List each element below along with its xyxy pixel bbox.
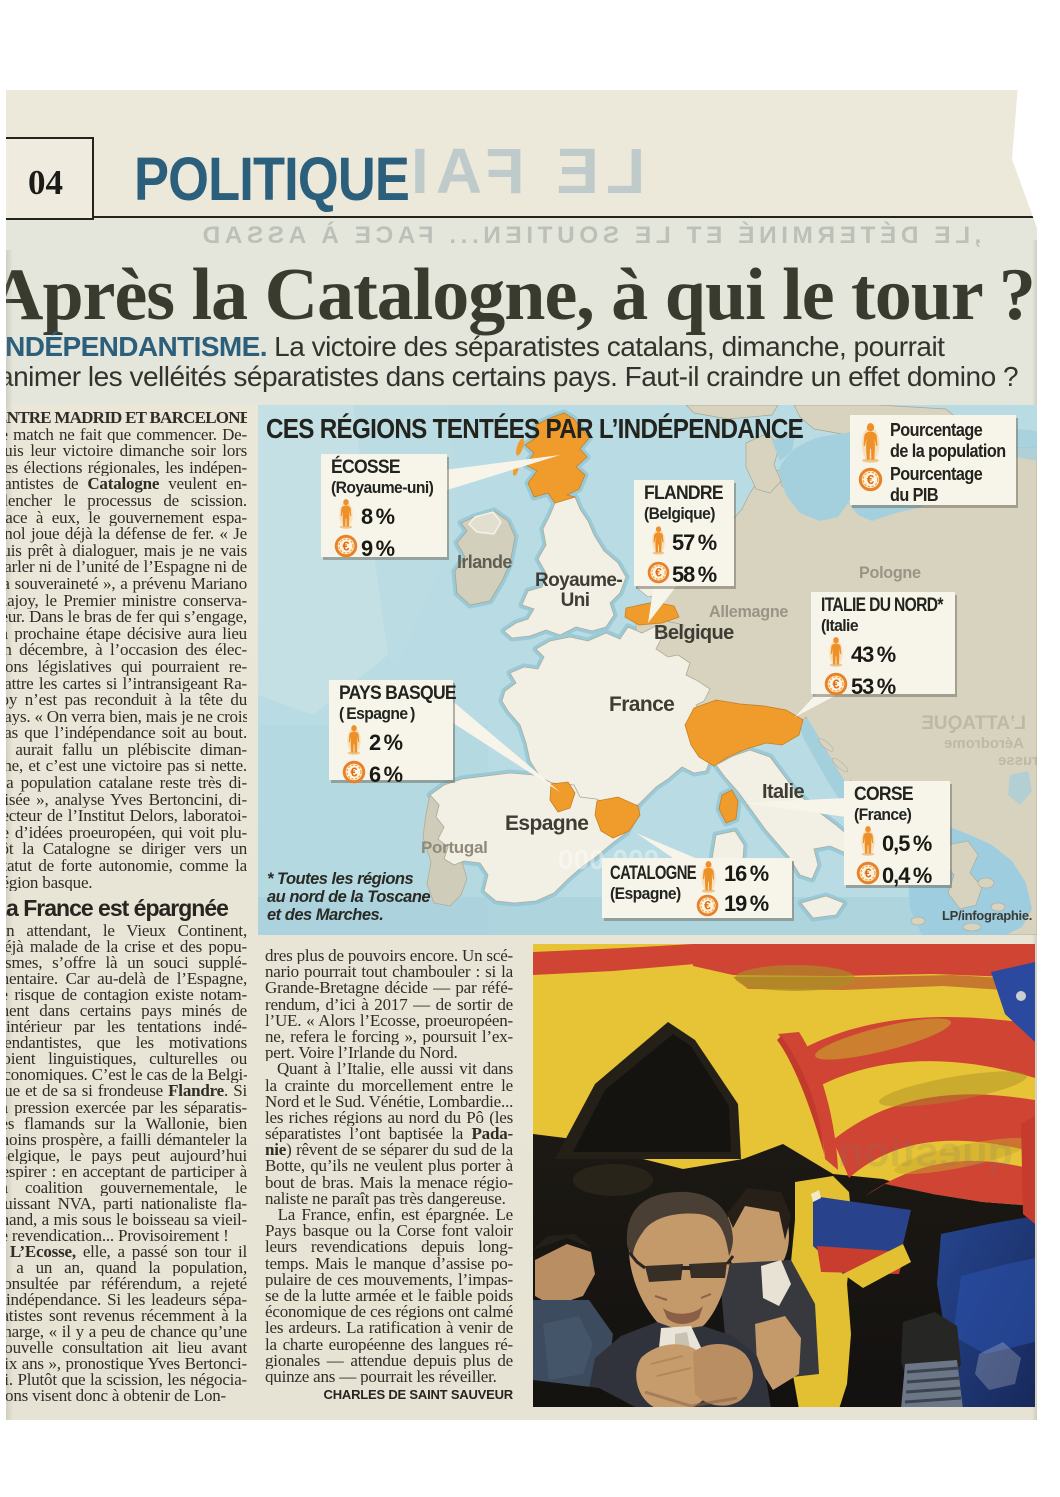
svg-text:€: € <box>704 899 711 913</box>
svg-text:€: € <box>833 677 840 691</box>
svg-text:€: € <box>865 866 872 880</box>
svg-text:L’ATTAQUE: L’ATTAQUE <box>921 713 1026 734</box>
svg-text:€: € <box>655 566 662 580</box>
svg-text:€: € <box>351 765 358 779</box>
svg-text:Aérodrome: Aérodrome <box>944 735 1024 752</box>
svg-text:russe: russe <box>998 752 1037 769</box>
svg-text:question: question <box>838 1128 1013 1175</box>
svg-text:€: € <box>343 539 350 553</box>
svg-text:€: € <box>867 472 874 487</box>
